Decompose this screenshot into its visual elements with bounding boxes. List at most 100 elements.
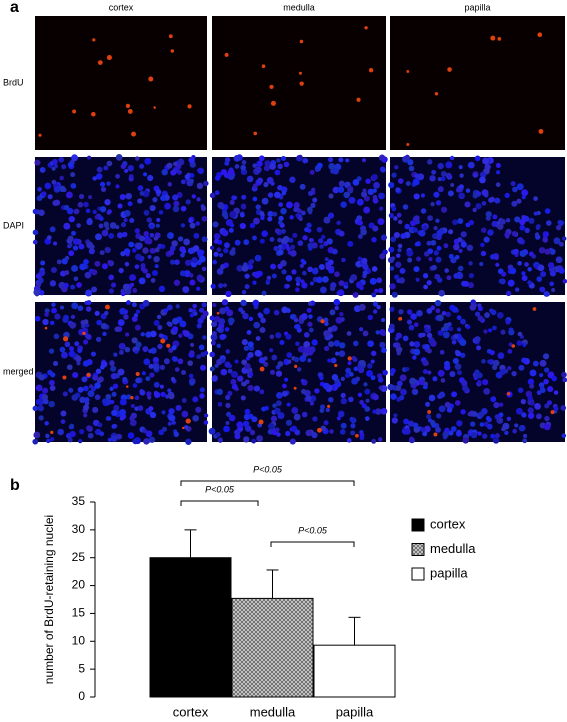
- nucleus: [491, 220, 498, 227]
- nucleus: [459, 339, 467, 346]
- brdu-spot: [259, 366, 265, 372]
- nucleus: [345, 158, 350, 163]
- nucleus: [47, 194, 53, 200]
- nucleus: [171, 240, 178, 247]
- nucleus: [129, 415, 135, 421]
- brdu-spot: [125, 103, 131, 108]
- nucleus: [92, 209, 97, 215]
- nucleus: [32, 239, 38, 245]
- nucleus: [147, 395, 152, 400]
- nucleus: [287, 359, 292, 364]
- nucleus: [424, 344, 430, 350]
- nucleus: [516, 198, 522, 204]
- nucleus: [523, 433, 528, 439]
- nucleus: [222, 283, 228, 288]
- panel-label: b: [10, 477, 20, 494]
- nucleus: [542, 353, 550, 360]
- nucleus: [119, 398, 127, 406]
- nucleus: [380, 234, 387, 241]
- nucleus: [145, 430, 153, 438]
- nucleus: [92, 374, 98, 381]
- nucleus: [115, 184, 120, 189]
- nucleus: [124, 168, 129, 173]
- nucleus: [110, 282, 117, 288]
- nucleus: [314, 388, 320, 394]
- nucleus: [292, 232, 298, 239]
- nucleus: [543, 291, 550, 297]
- nucleus: [441, 206, 448, 213]
- nucleus: [137, 185, 144, 191]
- nucleus: [150, 278, 156, 283]
- nucleus: [334, 305, 339, 311]
- nucleus: [277, 244, 283, 250]
- nucleus: [445, 311, 452, 318]
- nucleus: [109, 222, 117, 229]
- nucleus: [285, 274, 293, 282]
- nucleus: [111, 391, 117, 397]
- nucleus: [281, 190, 287, 196]
- nucleus: [134, 324, 141, 331]
- significance-label: P<0.05: [253, 464, 283, 474]
- nucleus: [435, 218, 440, 223]
- nucleus: [39, 166, 46, 173]
- nucleus: [407, 159, 414, 166]
- nucleus: [172, 205, 180, 213]
- y-tick-label: 25: [72, 550, 86, 564]
- nucleus: [364, 388, 371, 395]
- nucleus: [338, 157, 344, 163]
- nucleus: [143, 209, 150, 216]
- nucleus: [316, 226, 323, 233]
- row-label: BrdU: [3, 77, 24, 87]
- nucleus: [479, 422, 485, 427]
- row-label: merged: [3, 366, 34, 376]
- nucleus: [266, 177, 274, 184]
- nucleus: [267, 216, 273, 222]
- nucleus: [412, 178, 420, 186]
- nucleus: [544, 208, 551, 214]
- nucleus: [367, 314, 373, 321]
- nucleus: [278, 202, 283, 207]
- nucleus: [416, 256, 422, 262]
- nucleus: [353, 366, 359, 372]
- nucleus: [371, 438, 377, 444]
- nucleus: [468, 272, 475, 279]
- brdu-spot: [127, 109, 133, 114]
- nucleus: [395, 332, 403, 339]
- micrograph: [32, 154, 209, 297]
- nucleus: [179, 320, 187, 328]
- nucleus: [158, 210, 164, 215]
- nucleus: [510, 181, 516, 187]
- nucleus: [94, 214, 100, 220]
- nucleus: [311, 432, 318, 439]
- nucleus: [84, 397, 90, 403]
- nucleus: [547, 386, 554, 393]
- nucleus: [340, 392, 346, 398]
- nucleus: [240, 299, 247, 307]
- nucleus: [532, 360, 539, 367]
- brdu-spot: [406, 70, 410, 73]
- brdu-spot: [368, 68, 374, 73]
- nucleus: [251, 416, 258, 423]
- nucleus: [125, 332, 130, 337]
- brdu-spot: [269, 84, 274, 89]
- nucleus: [276, 432, 281, 437]
- nucleus: [399, 374, 407, 382]
- nucleus: [511, 230, 518, 237]
- nucleus: [255, 336, 261, 341]
- nucleus: [209, 192, 216, 199]
- nucleus: [395, 261, 402, 268]
- nucleus: [243, 262, 248, 267]
- nucleus: [63, 222, 71, 230]
- nucleus: [361, 257, 368, 264]
- nucleus: [460, 352, 466, 358]
- nucleus: [423, 284, 428, 290]
- nucleus: [248, 259, 254, 265]
- nucleus: [100, 322, 108, 330]
- nucleus: [226, 309, 234, 317]
- nucleus: [95, 368, 102, 374]
- nucleus: [493, 401, 500, 409]
- nucleus: [234, 430, 240, 436]
- nucleus: [114, 326, 120, 332]
- nucleus: [370, 375, 376, 381]
- nucleus: [247, 263, 254, 270]
